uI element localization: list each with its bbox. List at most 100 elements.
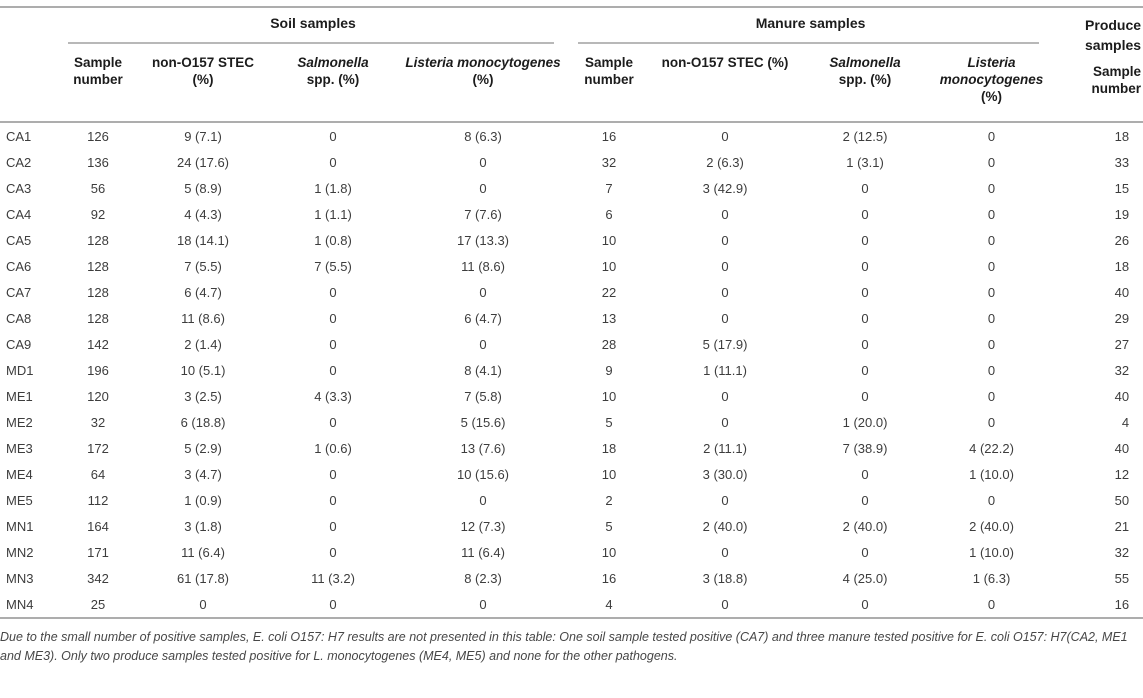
- cell: 0: [861, 596, 869, 612]
- manure-group-title: Manure samples: [755, 15, 866, 31]
- cell: 0: [721, 284, 729, 300]
- cell: 10: [601, 544, 617, 560]
- cell: 0: [329, 518, 337, 534]
- cell: 1 (0.9): [184, 492, 222, 508]
- listeria-rest-label: (%): [981, 89, 1003, 104]
- row-label: ME3: [6, 440, 33, 456]
- cell: 3 (2.5): [184, 388, 222, 404]
- cell: 0: [329, 414, 337, 430]
- cell: 7 (5.5): [184, 258, 222, 274]
- cell: 2 (40.0): [969, 518, 1014, 534]
- cell: 0: [987, 388, 996, 404]
- row-label-column-header: [0, 44, 58, 123]
- cell: 2 (11.1): [703, 440, 747, 456]
- table-row: MD1 196 10 (5.1) 0 8 (4.1) 9 1 (11.1) 0 0 32: [0, 357, 1143, 383]
- cell: 342: [87, 570, 109, 586]
- cell: 1 (1.1): [314, 206, 352, 222]
- cell: 4 (22.2): [969, 440, 1014, 456]
- cell: 0: [721, 596, 729, 612]
- row-label: CA4: [6, 206, 32, 222]
- cell: 1 (20.0): [842, 414, 888, 430]
- cell: 126: [87, 128, 109, 144]
- manure-col-listeria: Listeria monocytogenes (%): [930, 44, 1054, 123]
- cell: 0: [329, 154, 337, 170]
- produce-cell: 21: [1114, 518, 1130, 534]
- cell: 92: [90, 206, 106, 222]
- cell: 10: [601, 388, 617, 404]
- produce-cell: 4: [1121, 414, 1130, 430]
- table-row: CA2 136 24 (17.6) 0 0 32 2 (6.3) 1 (3.1) 0 33: [0, 149, 1143, 175]
- row-label: MN2: [6, 544, 34, 560]
- cell: 0: [199, 596, 207, 612]
- cell: 5: [605, 518, 613, 534]
- cell: 10 (5.1): [180, 362, 226, 378]
- manure-group-underline: [578, 42, 1040, 44]
- cell: 7 (38.9): [842, 440, 888, 456]
- cell: 12 (7.3): [460, 518, 506, 534]
- produce-cell: 12: [1114, 466, 1130, 482]
- cell: 196: [87, 362, 109, 378]
- cell: 0: [479, 492, 487, 508]
- cell: 2 (40.0): [842, 518, 888, 534]
- produce-cell: 32: [1114, 362, 1130, 378]
- cell: 25: [90, 596, 106, 612]
- cell: 24 (17.6): [176, 154, 230, 170]
- cell: 0: [987, 180, 996, 196]
- cell: 0: [721, 258, 729, 274]
- cell: 3 (30.0): [702, 466, 748, 482]
- cell: 18 (14.1): [176, 232, 230, 248]
- cell: 0: [479, 596, 487, 612]
- table-row: CA3 56 5 (8.9) 1 (1.8) 0 7 3 (42.9) 0 0 15: [0, 175, 1143, 201]
- produce-cell: 18: [1114, 258, 1130, 274]
- cell: 0: [721, 310, 729, 326]
- listeria-italic-label: Listeria monocytogenes: [939, 55, 1044, 87]
- table-figure: Soil samples Manure samples Produce samp…: [0, 6, 1143, 666]
- cell: 7 (7.6): [464, 206, 502, 222]
- cell: 32: [601, 154, 617, 170]
- table-row: MN1 164 3 (1.8) 0 12 (7.3) 5 2 (40.0) 2 (40.0) 2…: [0, 513, 1143, 539]
- produce-cell: 19: [1114, 206, 1130, 222]
- manure-col-salmonella: Salmonella spp. (%): [800, 44, 931, 123]
- cell: 4: [605, 596, 613, 612]
- produce-cell: 18: [1114, 128, 1130, 144]
- cell: 0: [987, 492, 996, 508]
- column-header-row: Sample number non-O157 STEC (%) Salmonel…: [0, 44, 1143, 123]
- soil-group-underline: [68, 42, 555, 44]
- row-label: CA5: [6, 232, 32, 248]
- table-row: CA1 126 9 (7.1) 0 8 (6.3) 16 0 2 (12.5) 0 18: [0, 122, 1143, 149]
- cell: 0: [861, 232, 869, 248]
- cell: 6 (4.7): [464, 310, 502, 326]
- cell: 6 (4.7): [184, 284, 222, 300]
- cell: 1 (10.0): [969, 544, 1014, 560]
- row-label: CA1: [6, 128, 32, 144]
- table-row: CA9 142 2 (1.4) 0 0 28 5 (17.9) 0 0 27: [0, 331, 1143, 357]
- row-label: MN4: [6, 596, 34, 612]
- cell: 0: [329, 310, 337, 326]
- cell: 2 (6.3): [706, 154, 744, 170]
- cell: 3 (18.8): [702, 570, 748, 586]
- row-label: CA3: [6, 180, 32, 196]
- row-label: MN3: [6, 570, 34, 586]
- cell: 0: [721, 232, 729, 248]
- cell: 171: [87, 544, 109, 560]
- cell: 5 (17.9): [702, 336, 748, 352]
- cell: 0: [987, 310, 996, 326]
- cell: 0: [329, 128, 337, 144]
- salmonella-italic-label: Salmonella: [297, 55, 369, 70]
- cell: 1 (0.6): [314, 440, 352, 456]
- cell: 0: [479, 284, 487, 300]
- produce-cell: 32: [1114, 544, 1130, 560]
- cell: 0: [861, 180, 869, 196]
- table-row: MN4 25 0 0 0 4 0 0 0 16: [0, 591, 1143, 618]
- cell: 0: [861, 466, 869, 482]
- soil-col-stec: non-O157 STEC (%): [138, 44, 268, 123]
- cell: 1 (3.1): [846, 154, 884, 170]
- cell: 5: [605, 414, 613, 430]
- cell: 18: [601, 440, 617, 456]
- cell: 4 (3.3): [314, 388, 352, 404]
- cell: 5 (15.6): [460, 414, 506, 430]
- cell: 0: [987, 154, 996, 170]
- cell: 8 (2.3): [464, 570, 502, 586]
- cell: 11 (3.2): [311, 570, 355, 586]
- cell: 0: [479, 154, 487, 170]
